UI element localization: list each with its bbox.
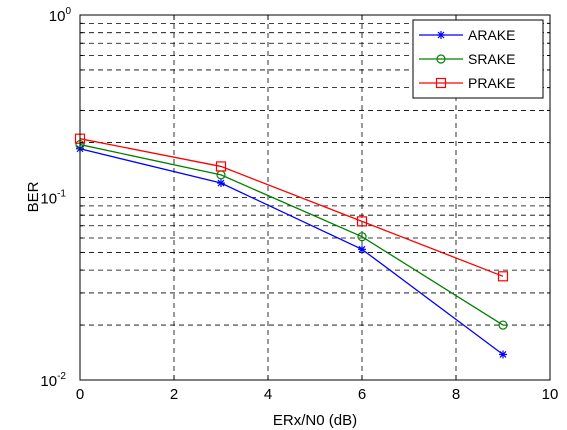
marker-stroke: [437, 31, 445, 39]
x-tick-label: 6: [358, 386, 366, 403]
data-point-prake: [497, 271, 509, 282]
x-tick-label: 4: [264, 386, 272, 403]
data-point-srake: [357, 232, 367, 242]
marker-stroke: [358, 245, 366, 253]
series-line-prake: [79, 138, 504, 277]
y-tick-label: 100: [49, 6, 72, 25]
legend: ARAKE SRAKE PRAKE: [412, 19, 544, 99]
legend-label-arake: ARAKE: [468, 27, 515, 43]
y-tick-labels: 10-2 10-1 100: [40, 6, 71, 390]
data-point-arake: [499, 350, 507, 359]
legend-label-srake: SRAKE: [468, 51, 515, 67]
series-lines: [74, 133, 509, 359]
series-line-srake: [79, 143, 504, 326]
x-tick-label: 2: [170, 386, 178, 403]
legend-label-prake: PRAKE: [468, 75, 515, 91]
data-point-arake: [358, 245, 366, 254]
x-tick-label: 10: [542, 386, 559, 403]
x-axis-label: ERx/N0 (dB): [273, 412, 357, 429]
y-axis-label: BER: [25, 181, 42, 212]
legend-marker-srake: [436, 54, 446, 64]
data-point-prake: [356, 216, 368, 227]
y-tick-label: 10-2: [40, 371, 66, 390]
data-point-srake: [498, 320, 508, 330]
x-tick-label: 0: [76, 386, 84, 403]
axis-ticks: [79, 15, 551, 380]
data-point-prake: [215, 161, 227, 172]
x-tick-labels: 0 2 4 6 8 10: [76, 386, 559, 403]
data-point-arake: [217, 179, 225, 188]
legend-marker-prake: [435, 77, 447, 89]
legend-marker-arake: [437, 31, 445, 39]
marker-stroke: [499, 351, 507, 358]
series-line-arake: [79, 148, 504, 355]
marker-stroke: [217, 179, 225, 187]
x-tick-label: 8: [452, 386, 460, 403]
y-tick-label: 10-1: [40, 189, 66, 208]
